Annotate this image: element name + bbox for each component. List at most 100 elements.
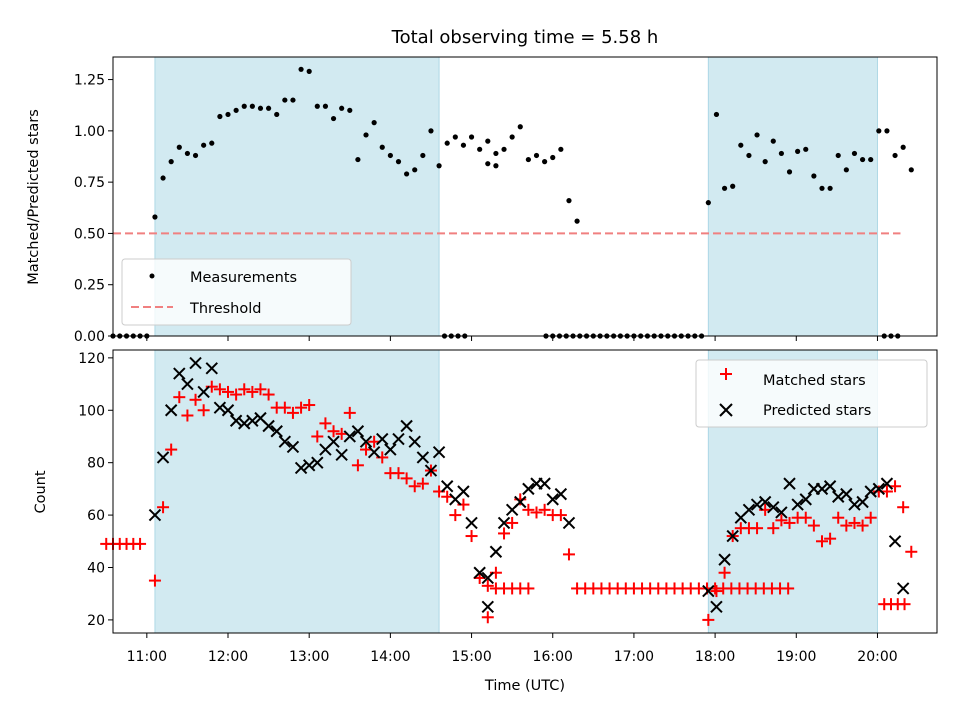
measurement-point [282,97,288,103]
observing-band [154,349,440,634]
measurement-point [900,144,906,150]
predicted-star-point [767,501,780,514]
matched-star-point [222,385,235,398]
measurement-point [168,159,174,165]
y-tick-label: 20 [87,613,105,629]
predicted-star-point [856,495,869,509]
matched-star-point [254,383,267,396]
legend-matched-marker [720,368,732,380]
measurement-point [192,152,199,159]
matched-star-point [181,409,194,422]
measurement-point [803,146,809,152]
measurement-point [152,214,158,220]
x-tick-label: 14:00 [370,649,410,665]
predicted-star-point [872,482,886,496]
predicted-star-point [896,582,910,595]
measurement-point [412,167,418,173]
measurement-point [290,97,296,103]
measurement-point [827,185,833,191]
matched-star-point [848,516,861,529]
matched-star-point [173,391,186,404]
measurement-point [884,128,890,134]
predicted-star-point [554,487,568,501]
measurement-point [533,152,540,159]
predicted-star-point [880,477,894,490]
predicted-star-point [481,571,494,585]
legend-predicted-marker [719,403,733,417]
matched-star-point [710,585,723,598]
y-tick-label: 40 [87,560,105,576]
matched-star-point [408,480,421,493]
matched-star-point [368,435,381,448]
top-y-axis-ticks: 0.00 0.25 0.50 0.75 1.00 1.25 [74,73,113,345]
predicted-star-point [432,445,446,459]
predicted-star-point [335,448,348,462]
predicted-star-point [457,485,470,498]
matched-star-point [718,566,731,579]
predicted-star-point [489,545,503,558]
legend-measurements-marker [149,273,155,279]
bottom-y-axis-ticks: 20 40 60 80 100 120 [78,351,113,629]
predicted-star-point [710,600,723,614]
measurement-point [347,107,353,113]
measurement-point [306,68,312,74]
matched-star-point [807,519,820,532]
matched-star-point [449,509,462,522]
y-tick-label: 0.00 [74,329,105,345]
predicted-star-point [832,490,845,503]
matched-star-point [343,406,356,419]
predicted-star-point [440,480,454,493]
top-y-axis-label: Matched/Predicted stars [26,109,42,285]
measurement-point [395,159,402,165]
measurement-point [233,107,239,113]
predicted-star-point [742,503,756,517]
matched-star-point [148,574,161,587]
measurement-point [705,200,711,206]
measurement-point [444,140,450,146]
measurement-point [558,146,564,152]
matched-star-point [864,511,877,524]
measurement-point [730,183,736,189]
predicted-star-point [343,430,356,443]
predicted-star-point [799,493,812,506]
measurement-point [428,128,434,134]
matched-star-point [465,530,478,543]
matched-star-point [278,401,291,414]
matched-star-point [832,511,845,524]
predicted-star-point [750,498,764,511]
predicted-star-point [497,516,511,530]
predicted-star-point [238,417,251,430]
measurement-point [574,218,580,224]
matched-star-point [416,477,429,490]
measurement-point [298,66,304,72]
matched-star-point [530,506,543,519]
matched-star-point [197,404,210,417]
matched-star-point [905,545,918,558]
predicted-star-point [815,482,829,496]
predicted-star-point [351,425,365,438]
top-x-axis-ticks [146,336,878,341]
matched-star-point [262,388,275,401]
bottom-legend-box [695,359,928,428]
measurement-point [274,111,280,118]
matched-star-point [506,516,519,529]
matched-star-point [319,417,332,430]
predicted-star-point [848,498,861,511]
measurement-point [257,105,264,111]
predicted-star-point [758,495,772,509]
matched-star-point [311,430,324,443]
predicted-star-point [189,356,202,370]
matched-star-point [783,516,796,529]
measurement-point [160,175,166,181]
measurement-point [713,111,720,118]
predicted-star-point [205,362,218,375]
bottom-plot-frame [112,349,938,634]
legend-measurements-label: Measurements [190,270,297,286]
matched-star-point [134,537,147,550]
predicted-star-point [302,459,316,472]
measurement-point [265,105,272,111]
predicted-star-point [888,535,902,548]
matched-star-point [238,383,251,396]
measurement-point [876,128,882,134]
measurement-point [371,120,377,126]
